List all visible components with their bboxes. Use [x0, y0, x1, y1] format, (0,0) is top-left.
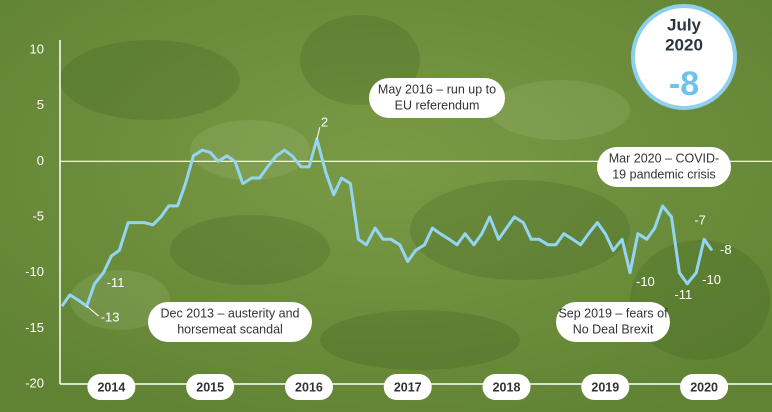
- y-tick-label: 10: [30, 41, 44, 56]
- x-tick-pill: [284, 374, 333, 400]
- background-highlights: [70, 80, 630, 330]
- y-tick-label: 5: [37, 97, 44, 112]
- x-tick-pill: [482, 374, 531, 400]
- callout-text: Mar 2020 – COVID-: [609, 151, 719, 165]
- line: [60, 137, 714, 308]
- y-tick-label: -15: [25, 320, 44, 335]
- data-label: -7: [694, 213, 706, 228]
- x-tick-pill: [581, 374, 630, 400]
- background-texture: [60, 15, 770, 370]
- y-tick-label: -10: [25, 264, 44, 279]
- callout-text: No Deal Brexit: [573, 322, 654, 336]
- y-tick-label: -5: [32, 208, 44, 223]
- callout-box: [597, 147, 731, 187]
- x-tick-label: 2020: [690, 380, 718, 394]
- data-label: 2: [321, 115, 328, 130]
- callout-text: horsemeat scandal: [177, 322, 283, 336]
- data-label: -13: [101, 310, 120, 325]
- callout-text: EU referendum: [395, 98, 480, 112]
- badge-text: July: [667, 15, 702, 34]
- data-label: -11: [107, 275, 125, 290]
- callout-box: [556, 302, 670, 342]
- callout-text: May 2016 – run up to: [378, 82, 496, 96]
- data-label: -8: [720, 242, 732, 257]
- data-label: -10: [636, 274, 655, 289]
- x-tick-label: 2015: [196, 380, 224, 394]
- x-tick-pill: [383, 374, 432, 400]
- x-tick-pill: [680, 374, 729, 400]
- leader-line: [316, 126, 321, 140]
- callout-box: [369, 78, 505, 118]
- y-tick-label: -20: [25, 375, 44, 390]
- x-tick-label: 2017: [394, 380, 422, 394]
- data-label: -10: [702, 272, 721, 287]
- badge-value: -8: [669, 65, 699, 103]
- callout-box: [148, 302, 312, 342]
- x-tick-pill: [186, 374, 235, 400]
- badge-text: 2020: [665, 35, 703, 54]
- y-tick-label: 0: [37, 153, 44, 168]
- badge-circle: [631, 4, 737, 110]
- callout-text: Sep 2019 – fears of: [558, 306, 668, 320]
- x-tick-pill: [87, 374, 136, 400]
- x-tick-label: 2014: [97, 380, 125, 394]
- x-tick-label: 2018: [493, 380, 521, 394]
- callout-text: 19 pandemic crisis: [612, 167, 716, 181]
- x-tick-label: 2019: [591, 380, 619, 394]
- x-tick-label: 2016: [295, 380, 323, 394]
- leader-line: [86, 305, 100, 317]
- data-label: -11: [674, 287, 692, 302]
- callout-text: Dec 2013 – austerity and: [161, 306, 300, 320]
